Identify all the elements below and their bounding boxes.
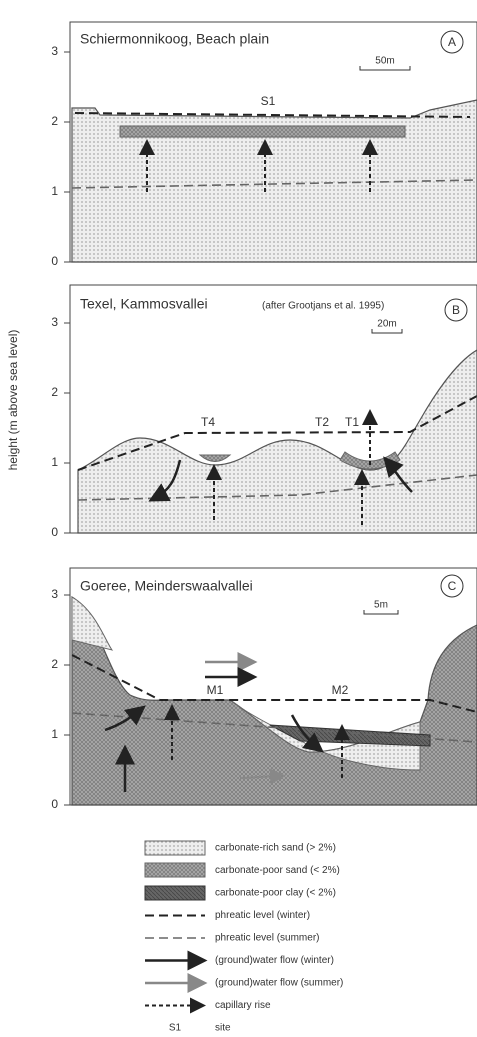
panel-c: Goeree, Meinderswaalvallei C 5m M1 M2 — [70, 568, 477, 805]
site-label: M1 — [207, 683, 224, 697]
panel-a: Schiermonnikoog, Beach plain A 50m S1 — [70, 22, 477, 262]
y-tick-label: 0 — [51, 254, 58, 268]
carbonate-poor-sand — [200, 455, 230, 462]
legend-label: carbonate-rich sand (> 2%) — [215, 843, 336, 854]
legend: S1 — [145, 841, 205, 1034]
panel-title: Schiermonnikoog, Beach plain — [80, 31, 269, 47]
scale-label: 5m — [374, 600, 388, 611]
panel-b: Texel, Kammosvallei (after Grootjans et … — [70, 285, 477, 533]
y-tick-label: 3 — [51, 315, 58, 329]
y-tick-label: 0 — [51, 797, 58, 811]
panel-title: Texel, Kammosvallei — [80, 296, 208, 312]
panel-title: Goeree, Meinderswaalvallei — [80, 578, 253, 594]
legend-label: phreatic level (summer) — [215, 933, 319, 944]
y-tick-label: 0 — [51, 525, 58, 539]
panel-letter: A — [448, 35, 456, 49]
site-label: M2 — [332, 683, 349, 697]
legend-label: (ground)water flow (winter) — [215, 955, 334, 966]
y-tick-label: 1 — [51, 727, 58, 741]
y-tick-label: 2 — [51, 657, 58, 671]
y-tick-label: 1 — [51, 184, 58, 198]
y-tick-label: 2 — [51, 385, 58, 399]
legend-label: site — [215, 1023, 231, 1034]
legend-label: carbonate-poor sand (< 2%) — [215, 865, 340, 876]
panel-letter: C — [448, 579, 457, 593]
legend-key: S1 — [169, 1023, 182, 1034]
legend-swatch — [145, 886, 205, 900]
legend-label: carbonate-poor clay (< 2%) — [215, 888, 336, 899]
y-tick-label: 3 — [51, 587, 58, 601]
scale-label: 20m — [377, 319, 396, 330]
site-label: T4 — [201, 415, 215, 429]
figure: height (m above sea level) Schiermonniko… — [0, 0, 477, 1037]
carbonate-rich-sand — [78, 350, 477, 533]
panel-letter: B — [452, 303, 460, 317]
legend-label: (ground)water flow (summer) — [215, 978, 343, 989]
carbonate-poor-sand — [120, 126, 405, 137]
panel-note: (after Grootjans et al. 1995) — [262, 301, 384, 312]
y-tick-label: 2 — [51, 114, 58, 128]
site-label: T2 — [315, 415, 329, 429]
site-label: S1 — [261, 94, 276, 108]
legend-swatch — [145, 863, 205, 877]
y-tick-label: 3 — [51, 44, 58, 58]
scale-label: 50m — [375, 56, 394, 67]
legend-label: phreatic level (winter) — [215, 910, 310, 921]
legend-label: capillary rise — [215, 1000, 271, 1011]
legend-swatch — [145, 841, 205, 855]
site-label: T1 — [345, 415, 359, 429]
y-tick-label: 1 — [51, 455, 58, 469]
y-axis-label: height (m above sea level) — [6, 330, 20, 471]
